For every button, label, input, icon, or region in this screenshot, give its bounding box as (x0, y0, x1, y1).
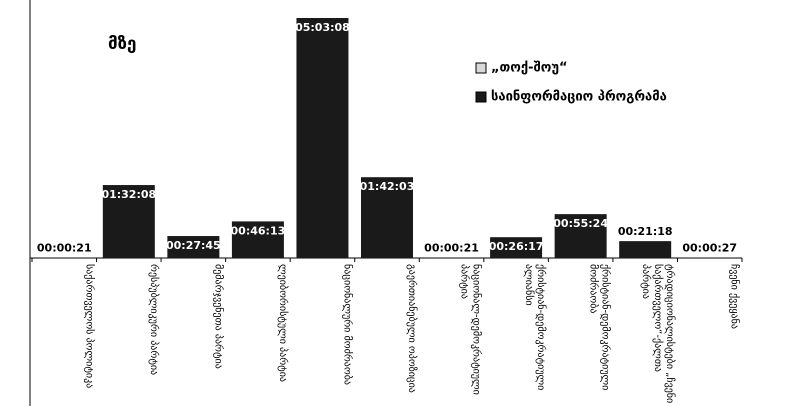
value-label: 00:00:27 (682, 242, 737, 255)
value-label: 00:27:45 (166, 239, 221, 252)
x-tick-label: საქართველოს პოლიტიკა (83, 264, 95, 389)
bar (231, 221, 284, 258)
x-tick-label: ქრისტიან-დემოკრატიული ალიანსი (523, 264, 547, 391)
value-label: 05:03:08 (295, 21, 350, 34)
value-label: 00:55:24 (553, 217, 608, 230)
bar (490, 237, 543, 258)
value-label: 00:26:17 (489, 240, 544, 253)
x-tick-label: გაერთიანებული ოპოზიცია (406, 264, 417, 393)
legend-swatch (475, 62, 487, 74)
value-label: 00:00:21 (37, 242, 92, 255)
x-tick-label: ჩვენი ქვეყანა (728, 264, 740, 329)
legend-label: „თოქ-შოუ“ (491, 61, 568, 76)
legend-label: საინფორმაციო პროგრამა (491, 90, 667, 105)
bar (554, 214, 607, 258)
value-label: 00:00:21 (424, 242, 479, 255)
x-tick-label: ლეიბორისტული პარტია (276, 264, 288, 382)
x-tick-label: ქრისტიან-დემოკრატიული მოძრაობა (587, 264, 611, 391)
value-label: 00:21:18 (618, 225, 673, 238)
bar (361, 177, 413, 258)
bar (102, 185, 155, 258)
value-label: 01:42:03 (360, 180, 415, 193)
x-tick-label: რესპუბლიკური პარტია (147, 264, 159, 376)
x-tick-label: მემარჯვენეთა პარტია (212, 264, 224, 369)
value-label: 01:32:08 (101, 188, 156, 201)
bar (167, 236, 220, 258)
x-tick-label: ნაციონალ-დემოკრატიული პარტია (458, 264, 482, 395)
subtitle: მზე (108, 34, 136, 54)
bar (619, 241, 672, 258)
x-tick-label: ნაციონალური მოძრაობა (341, 264, 353, 386)
bar (296, 18, 349, 258)
value-label: 00:46:13 (231, 224, 286, 237)
legend-swatch (475, 91, 487, 103)
x-tick-label: ტრადიციონალისტები „ჩვენი საქართველო“-ქალ… (640, 264, 676, 404)
